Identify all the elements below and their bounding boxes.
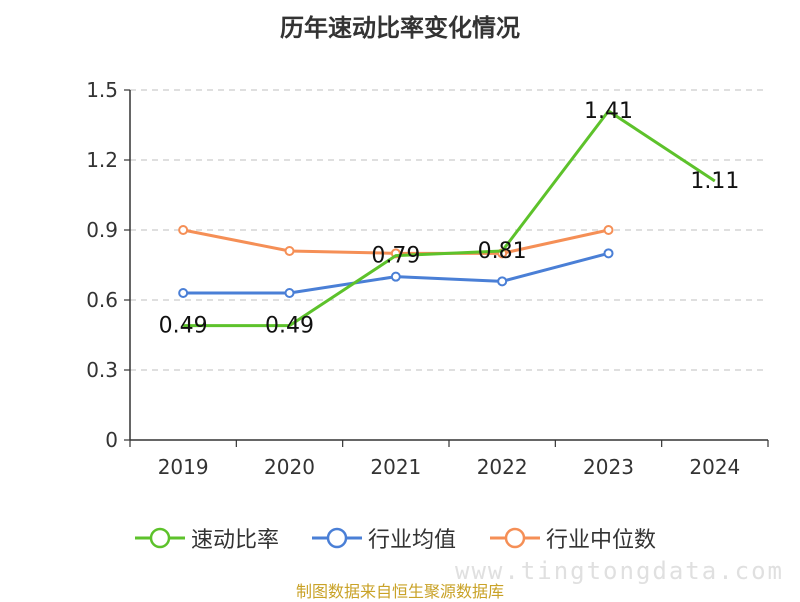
data-point (178, 225, 189, 235)
chart-title: 历年速动比率变化情况 (280, 14, 520, 42)
data-label: 1.41 (584, 99, 633, 124)
legend-marker-icon (135, 527, 185, 549)
data-labels: 0.49 0.49 0.79 0.81 1.41 1.11 (159, 99, 740, 339)
grid-lines (130, 89, 768, 371)
x-tick-label: 2021 (370, 455, 421, 479)
y-tick-label: 0 (105, 428, 118, 452)
data-point (178, 288, 189, 298)
axes: 0 0.3 0.6 0.9 1.2 1.5 2019 2020 2021 2022 2023 2024 (86, 78, 769, 479)
x-tick-label: 2022 (477, 455, 528, 479)
legend-item[interactable]: 速动比率 (135, 520, 279, 556)
data-point (603, 225, 614, 235)
source-note: 制图数据来自恒生聚源数据库 (295, 582, 504, 601)
data-label: 0.79 (371, 244, 420, 269)
legend-marker-icon (312, 527, 362, 549)
data-label: 0.49 (265, 314, 314, 339)
legend-item[interactable]: 行业中位数 (490, 520, 656, 556)
legend-label: 行业中位数 (546, 528, 657, 553)
series-line-0 (183, 109, 716, 328)
data-point (390, 271, 401, 282)
x-tick-label: 2024 (689, 455, 740, 479)
legend-item[interactable]: 行业均值 (312, 520, 456, 556)
data-point (497, 276, 508, 287)
legend-marker-icon (490, 527, 540, 549)
data-label: 0.81 (478, 239, 527, 264)
y-tick-label: 1.5 (86, 78, 118, 102)
legend-label: 速动比率 (191, 528, 280, 553)
y-tick-label: 0.6 (86, 288, 118, 312)
data-label: 1.11 (690, 169, 739, 194)
x-tick-label: 2023 (583, 455, 634, 479)
y-tick-label: 0.3 (86, 358, 118, 382)
x-tick-label: 2020 (264, 455, 315, 479)
y-tick-label: 0.9 (86, 218, 118, 242)
data-point (603, 248, 614, 259)
legend-label: 行业均值 (368, 528, 457, 553)
series-lines (178, 109, 716, 328)
data-point (284, 288, 295, 298)
data-point (284, 246, 295, 256)
x-tick-label: 2019 (158, 455, 209, 479)
watermark: www.tingtongdata.com (455, 557, 784, 585)
legend: 速动比率 行业均值 行业中位数 (0, 520, 800, 556)
data-label: 0.49 (159, 314, 208, 339)
y-tick-label: 1.2 (86, 148, 118, 172)
